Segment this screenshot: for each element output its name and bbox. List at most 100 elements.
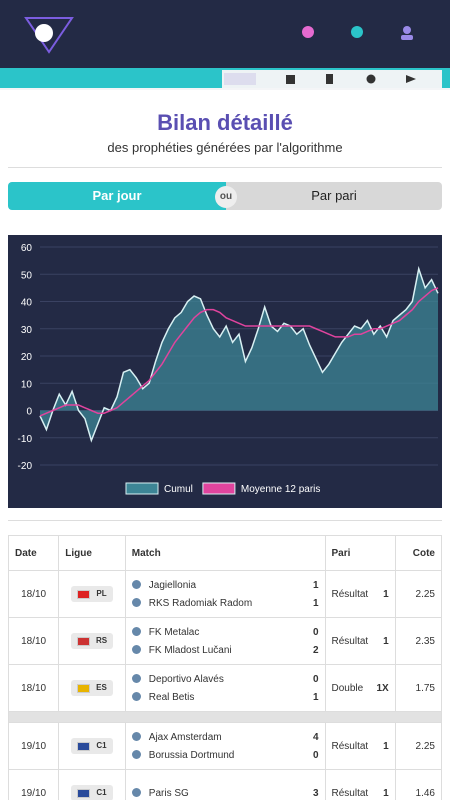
team-icon (131, 598, 141, 608)
flag (77, 683, 91, 693)
team-icon (131, 750, 141, 760)
team-row: Real Betis 1 (131, 688, 319, 706)
league-badge: RS (70, 633, 114, 649)
y-tick-label: 0 (26, 407, 32, 418)
team: FK Mladost Lučani (131, 645, 232, 656)
team-name: FK Metalac (148, 626, 200, 638)
team-name: Deportivo Alavés (148, 673, 224, 685)
bet-wrap: Résultat 1 (332, 589, 389, 600)
team-name: Jagiellonia (148, 579, 197, 591)
odds: 1.75 (395, 664, 441, 712)
team-row: Ajax Amsterdam 4 (131, 728, 319, 746)
toggle-or: ou (215, 186, 237, 208)
score: 0 (312, 749, 319, 761)
team-row: Jagiellonia 1 (131, 576, 319, 594)
bet: Résultat 1 (325, 570, 396, 618)
nav-icon-set (224, 73, 416, 85)
page-title: Bilan détaillé (157, 110, 293, 135)
y-tick-label: 60 (21, 243, 33, 254)
icon-ball[interactable] (302, 26, 314, 38)
score: 0 (312, 626, 319, 638)
y-tick-label: -20 (18, 461, 33, 472)
bet: Résultat 1 (325, 617, 396, 665)
bet-row: 18/10 PL Jagiellonia 1 RKS Radomiak Radom 1 Ré… (9, 570, 441, 618)
bet-row: 19/10 C1 Ajax Amsterdam 4 Borussia Dortmund 0… (9, 722, 441, 770)
team-row: FK Metalac 0 (131, 623, 319, 641)
match: Jagiellonia 1 RKS Radomiak Radom 1 (125, 570, 326, 618)
toggle-bet[interactable]: Par pari (226, 182, 442, 210)
flag (77, 788, 91, 798)
icon-rocket[interactable] (351, 26, 363, 38)
team: FK Metalac (131, 626, 200, 638)
team-row: Borussia Dortmund 0 (131, 746, 319, 764)
date: 18/10 (9, 570, 60, 618)
league-code: C1 (96, 741, 107, 751)
logo-ball (35, 24, 53, 42)
column-header: Date (9, 536, 60, 571)
area (40, 268, 438, 441)
team-name: Ajax Amsterdam (148, 731, 222, 743)
bet-type: Résultat (331, 635, 369, 647)
bet-row: 18/10 ES Deportivo Alavés 0 Real Betis 1 Doubl… (9, 664, 441, 712)
odds: 2.25 (395, 722, 441, 770)
team-icon (131, 732, 141, 742)
match: Deportivo Alavés 0 Real Betis 1 (125, 664, 326, 712)
nav-chart[interactable] (224, 73, 256, 85)
y-tick-label: -10 (18, 434, 33, 445)
icon-user[interactable] (403, 26, 411, 34)
bet-wrap: Double 1X (332, 683, 389, 694)
team-icon (131, 674, 141, 684)
league-badge: C1 (71, 785, 113, 800)
bet-value: 1 (383, 787, 389, 799)
nav-db[interactable] (326, 74, 333, 84)
team-icon (131, 788, 141, 798)
nav-tools[interactable] (286, 75, 295, 84)
nav-help[interactable] (366, 74, 376, 84)
team-row: RKS Radomiak Radom 1 (131, 594, 319, 612)
date: 18/10 (9, 664, 60, 712)
column-header: Match (125, 536, 326, 571)
bets-table: Date Ligue Match Pari Cote 18/10 PL Jagiellonia… (8, 535, 442, 800)
odds: 2.35 (395, 617, 441, 665)
match: FK Metalac 0 FK Mladost Lučani 2 (125, 617, 326, 665)
toggle-day[interactable]: Par jour (8, 182, 226, 210)
legend-swatch (202, 482, 236, 495)
nav-send[interactable] (406, 75, 416, 83)
flag (77, 741, 91, 751)
league: C1 (58, 769, 126, 800)
team-icon (131, 692, 141, 702)
league: PL (58, 570, 126, 618)
bet-row: 18/10 RS FK Metalac 0 FK Mladost Lučani 2 Résu… (9, 617, 441, 665)
odds: 1.46 (395, 769, 441, 800)
team-icon (131, 627, 141, 637)
bet-type: Double (331, 682, 364, 694)
team: Borussia Dortmund (131, 749, 235, 761)
legend-label: Cumul (164, 484, 193, 495)
league-code: ES (96, 683, 107, 693)
score: 1 (312, 691, 319, 703)
league-code: RS (95, 636, 108, 646)
bet-type: Résultat (331, 787, 369, 799)
team-name: Paris SG (148, 787, 189, 799)
bet-value: 1X (376, 682, 389, 694)
league: RS (58, 617, 126, 665)
team: Jagiellonia (131, 579, 197, 591)
nav-icons (222, 70, 442, 88)
date: 19/10 (9, 769, 60, 800)
league-code: C1 (96, 788, 107, 798)
team-name: Borussia Dortmund (148, 749, 235, 761)
separator-cell (9, 711, 441, 723)
team-row: FK Mladost Lučani 2 (131, 641, 319, 659)
league-code: PL (96, 589, 107, 599)
page-subtitle: des prophéties générées par l'algorithme (107, 140, 343, 155)
legend-label: Moyenne 12 paris (241, 484, 321, 495)
bet-type: Résultat (331, 740, 369, 752)
line (39, 287, 439, 417)
score: 2 (312, 644, 319, 656)
match: Ajax Amsterdam 4 Borussia Dortmund 0 (125, 722, 326, 770)
league-badge: PL (71, 586, 113, 602)
score: 4 (312, 731, 319, 743)
y-tick-label: 40 (21, 298, 33, 309)
bet-wrap: Résultat 1 (332, 741, 389, 752)
